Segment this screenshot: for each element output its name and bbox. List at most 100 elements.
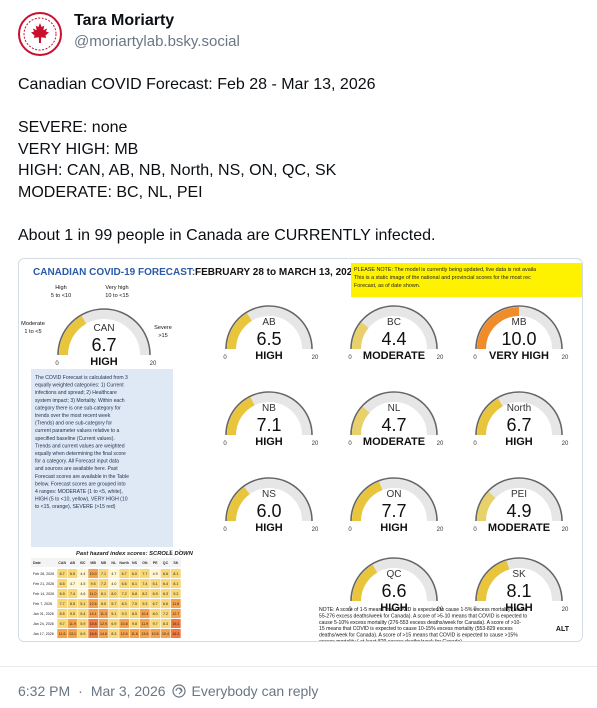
update-note-line: This is a static image of the national a… <box>354 275 531 281</box>
more-options-icon[interactable]: ⋮ <box>177 550 183 556</box>
table-cell-bg <box>160 599 171 608</box>
table-cell-bg <box>77 609 88 618</box>
table-row[interactable]: Jan 17, 2026 11.6 13.1 6.9 16.6 14.6 8.3 12.6 11… <box>33 629 181 638</box>
reply-settings-label[interactable]: Everybody can reply <box>191 683 319 699</box>
table-cell-bg <box>160 619 171 628</box>
gauge-outline <box>225 477 313 522</box>
table-row[interactable]: Jan 31, 2026 8.5 9.5 5.4 14.1 11.3 5.1 9.3 8.5 10… <box>33 609 181 618</box>
post-text-line: SEVERE: none <box>18 119 128 136</box>
table-row[interactable]: Feb 7, 2026 7.7 8.5 5.1 12.6 8.5 5.7 8.3 7.5 9.3 6… <box>33 599 181 608</box>
table-header-cell[interactable]: NS <box>132 561 138 565</box>
past-scores-table[interactable]: Past hazard index scores: SCROLL DOWN≡ ⋮ D… <box>31 550 194 638</box>
table-cell-bg <box>98 569 109 578</box>
gauge-scale-max: 20 <box>312 527 319 533</box>
info-line: to <15, orange), SEVERE (>15 red) <box>35 504 116 510</box>
table-cell-bg <box>57 599 68 608</box>
table-cell-bg <box>129 629 140 638</box>
table-cell-bg <box>119 589 130 598</box>
gauge-scale-max: 20 <box>437 441 444 447</box>
gauge-scale-max: 20 <box>562 355 569 361</box>
author-handle[interactable]: @moriartylab.bsky.social <box>74 33 240 50</box>
table-header-cell[interactable]: AB <box>70 561 76 565</box>
table-header-cell[interactable]: CAN <box>58 561 66 565</box>
table-header-cell[interactable]: MB <box>90 561 96 565</box>
gauge-scale-min: 0 <box>55 361 59 367</box>
gauge-scale-max: 20 <box>562 441 569 447</box>
gauge-value: 4.9 <box>506 501 531 521</box>
divider <box>0 666 597 667</box>
gauge-level: VERY HIGH <box>489 350 549 362</box>
table-header-cell[interactable]: Date <box>33 561 41 565</box>
table-cell-bg <box>119 579 130 588</box>
table-cell: 10.6 <box>152 632 159 636</box>
table-cell: 6.6 <box>122 582 127 586</box>
post-date[interactable]: Mar 3, 2026 <box>90 683 166 699</box>
gauge-level: MODERATE <box>363 350 425 362</box>
table-cell: 6.4 <box>163 582 168 586</box>
alt-badge[interactable]: ALT <box>556 626 570 633</box>
table-header-cell[interactable]: SK <box>173 561 178 565</box>
info-line: infections and spread; 2) Healthcare <box>35 390 117 396</box>
gauge-outline <box>475 557 563 602</box>
table-cell: 11.6 <box>59 632 66 636</box>
table-cell-bg <box>160 579 171 588</box>
info-line: Trends and current values are weighted <box>35 443 125 449</box>
gauge-fill <box>352 481 383 522</box>
post-text-line: About 1 in 99 people in Canada are CURRE… <box>18 226 436 244</box>
author-name[interactable]: Tara Moriarty <box>74 12 175 29</box>
table-header-cell[interactable]: North <box>119 561 129 565</box>
table-row[interactable]: Feb 14, 2026 6.9 7.4 4.6 11.0 8.1 8.0 7.2 6.8 8.2… <box>33 589 181 598</box>
table-cell: 8.5 <box>132 612 137 616</box>
table-cell: 4.7 <box>111 572 116 576</box>
table-cell: 6.5 <box>60 582 65 586</box>
table-header-cell[interactable]: NL <box>111 561 117 565</box>
gauge-value: 4.7 <box>381 415 406 435</box>
gauge-fill <box>477 307 520 350</box>
post-text-line: HIGH: CAN, AB, NB, North, NS, ON, QC, SK <box>18 162 337 179</box>
footnote-line: 55-276 excess deaths/week for Canada). A… <box>319 613 527 619</box>
post-text: Canadian COVID Forecast: Feb 28 - Mar 13… <box>18 74 583 246</box>
table-cell: 11.9 <box>69 622 76 626</box>
table-cell-bg <box>129 619 140 628</box>
table-row[interactable]: Feb 21, 2026 6.5 4.7 4.5 9.5 7.2 4.0 6.6 6.1 7.4 5… <box>33 579 181 588</box>
table-cell: 14.6 <box>100 632 107 636</box>
table-cell-date: Jan 31, 2026 <box>33 612 54 616</box>
table-header-cell[interactable]: ON <box>142 561 148 565</box>
gauge-scale-max: 20 <box>562 527 569 533</box>
table-row[interactable]: Jan 24, 2026 9.7 11.9 5.9 15.8 12.9 6.9 10.8 9.8… <box>33 619 181 628</box>
update-note-line: PLEASE NOTE: The model is currently bein… <box>354 267 536 273</box>
table-cell: 7.5 <box>132 602 137 606</box>
table-header-cell[interactable]: NB <box>101 561 107 565</box>
filter-icon[interactable]: ≡ <box>169 550 173 556</box>
avatar[interactable] <box>18 12 62 56</box>
forecast-image[interactable]: CANADIAN COVID-19 FORECAST: FEBRUARY 28 … <box>18 258 583 642</box>
table-cell-bg <box>67 579 78 588</box>
gauge-scale-min: 0 <box>473 527 477 533</box>
gauge-level: HIGH <box>255 436 283 448</box>
separator-dot: · <box>78 683 83 699</box>
info-line: The COVID Forecast is calculated from 3 <box>35 375 128 381</box>
table-cell: 5.1 <box>111 612 116 616</box>
table-cell-bg <box>129 609 140 618</box>
table-cell: 11.6 <box>131 632 138 636</box>
table-cell-bg <box>170 569 181 578</box>
table-cell-bg <box>57 619 68 628</box>
post-text-line: Canadian COVID Forecast: Feb 28 - Mar 13… <box>18 76 376 93</box>
table-header-cell[interactable]: PE <box>153 561 158 565</box>
post-time[interactable]: 6:32 PM <box>18 683 71 699</box>
gauge-fill <box>227 487 250 522</box>
table-cell: 9.3 <box>142 602 147 606</box>
footnote: NOTE: A score of 1-5 means that COVID is… <box>319 607 527 641</box>
table-cell-bg <box>108 599 119 608</box>
gauge-value: 6.7 <box>506 415 531 435</box>
table-row[interactable]: Feb 28, 2026 6.7 6.5 4.4 10.0 7.1 4.7 6.7 6.0 7.7… <box>33 569 181 578</box>
table-header-cell[interactable]: QC <box>163 561 169 565</box>
gauge-value: 6.5 <box>256 329 281 349</box>
table-cell-bg <box>67 589 78 598</box>
table-cell-bg <box>77 599 88 608</box>
table-header-cell[interactable]: BC <box>80 561 86 565</box>
table-cell-date: Feb 21, 2026 <box>33 582 54 586</box>
